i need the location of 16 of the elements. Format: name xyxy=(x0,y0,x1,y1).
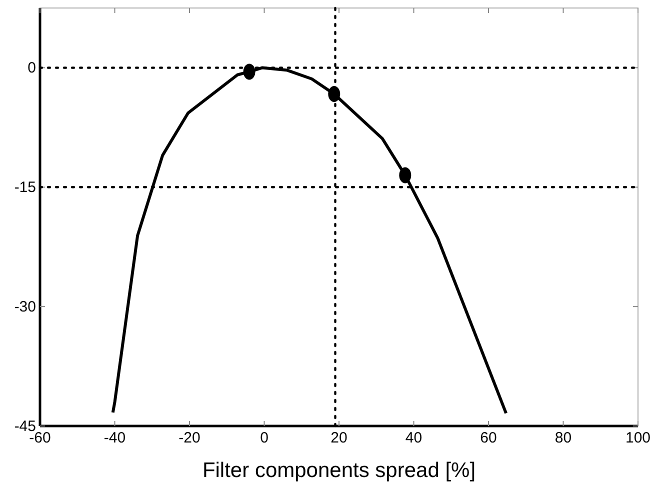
x-tick-label: 80 xyxy=(554,430,572,447)
y-tick-label: -15 xyxy=(14,178,36,196)
y-tick-label: -45 xyxy=(14,418,36,435)
x-tick-label: 60 xyxy=(480,430,497,447)
x-tick-label: 100 xyxy=(625,430,651,447)
x-tick-label: 40 xyxy=(405,430,422,447)
point xyxy=(328,86,340,102)
y-tick-label: -30 xyxy=(14,298,36,316)
x-tick-label: 20 xyxy=(330,430,348,447)
point xyxy=(243,64,256,80)
x-tick-label: -40 xyxy=(104,430,126,447)
x-axis-title: Filter components spread [%] xyxy=(202,459,476,482)
point xyxy=(399,167,412,184)
x-tick-label: 0 xyxy=(260,430,268,447)
y-tick-label: 0 xyxy=(28,60,36,77)
x-tick-label: -20 xyxy=(178,430,200,447)
